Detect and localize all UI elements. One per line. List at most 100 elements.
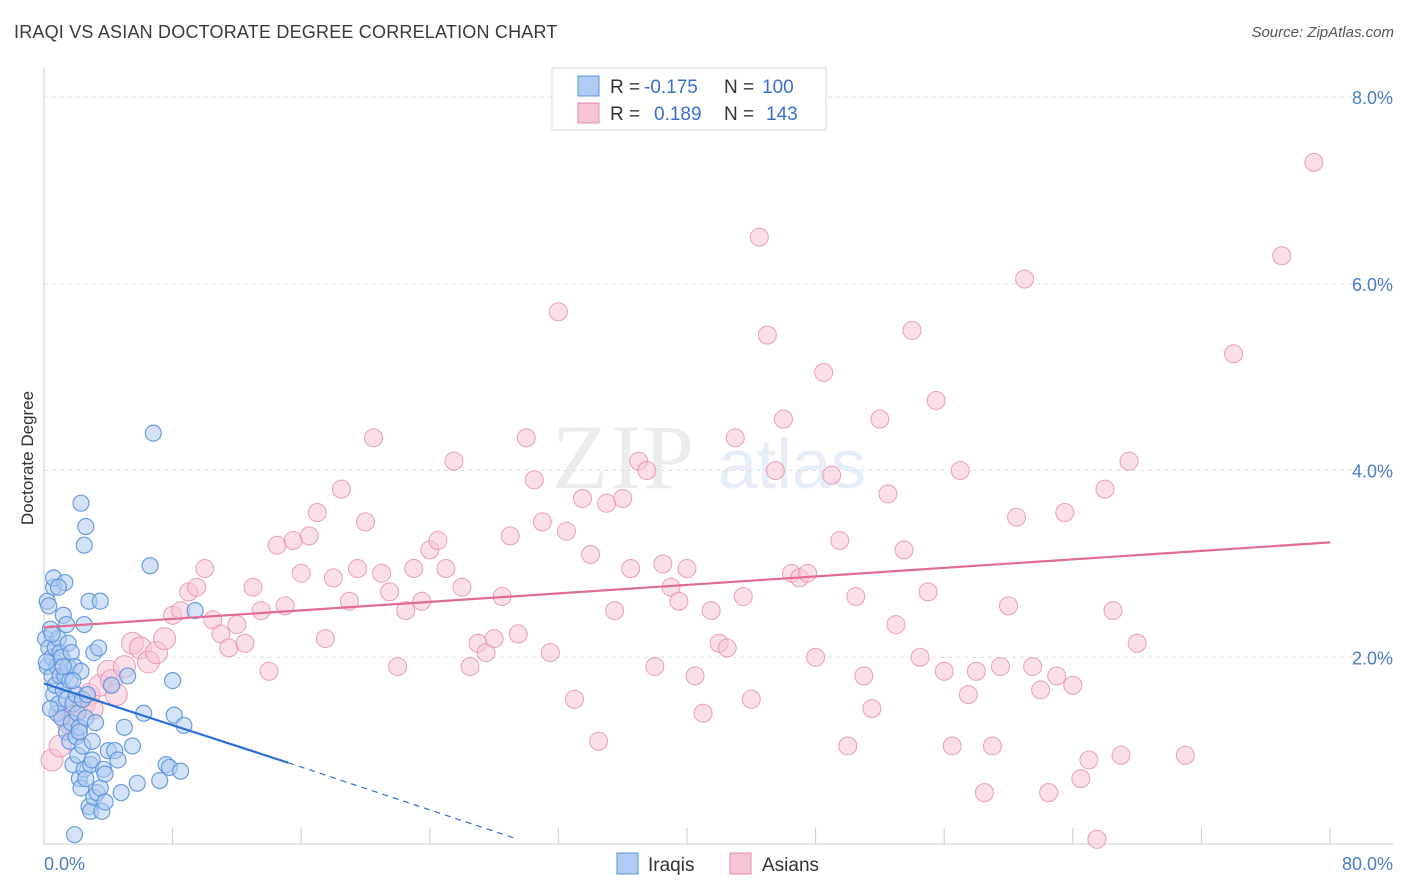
asians-point bbox=[1055, 503, 1075, 523]
iraqis-point bbox=[40, 597, 58, 615]
iraqis-trend-extension bbox=[288, 762, 519, 840]
iraqis-point bbox=[112, 784, 130, 802]
asians-point bbox=[1095, 479, 1115, 499]
iraqis-point bbox=[62, 643, 80, 662]
asians-point bbox=[524, 470, 544, 490]
legend-asians-swatch bbox=[729, 852, 752, 875]
iraqis-point bbox=[118, 667, 137, 685]
iraqis-point bbox=[128, 774, 146, 792]
asians-point bbox=[1063, 675, 1083, 695]
iraqis-point bbox=[96, 765, 114, 783]
y-axis-label: Doctorate Degree bbox=[18, 391, 37, 525]
legend-iraqis-label: Iraqis bbox=[648, 855, 694, 876]
asians-point bbox=[1039, 783, 1059, 803]
asians-points bbox=[40, 152, 1324, 849]
asians-point bbox=[798, 563, 818, 583]
asians-point bbox=[243, 577, 263, 597]
asians-point bbox=[1224, 344, 1244, 364]
asians-point bbox=[645, 657, 665, 677]
asians-swatch bbox=[577, 102, 600, 124]
asians-point bbox=[219, 638, 239, 658]
legend-r-label-iraqis: R = bbox=[610, 77, 640, 98]
asians-point bbox=[307, 503, 327, 523]
asians-point bbox=[380, 582, 400, 602]
watermark: ZIP atlas bbox=[552, 406, 866, 508]
y-tick-label-0: 2.0% bbox=[1352, 648, 1393, 668]
asians-point bbox=[934, 661, 954, 681]
asians-point bbox=[870, 409, 890, 429]
asians-point bbox=[195, 559, 215, 579]
x-tick-label-max: 80.0% bbox=[1342, 854, 1393, 874]
asians-point bbox=[621, 559, 641, 579]
asians-point bbox=[548, 302, 568, 322]
asians-point bbox=[556, 521, 576, 541]
asians-point bbox=[605, 601, 625, 621]
asians-point bbox=[323, 568, 343, 588]
asians-point bbox=[1031, 680, 1051, 700]
asians-point bbox=[1103, 601, 1123, 621]
asians-point bbox=[581, 545, 601, 565]
asians-point bbox=[765, 461, 785, 480]
asians-point bbox=[950, 461, 970, 480]
iraqis-point bbox=[115, 718, 133, 736]
x-tick-label-min: 0.0% bbox=[44, 854, 85, 874]
iraqis-point bbox=[151, 771, 169, 790]
asians-point bbox=[460, 657, 480, 677]
asians-point bbox=[227, 615, 247, 635]
asians-point bbox=[838, 736, 858, 756]
asians-point bbox=[347, 559, 367, 579]
asians-point bbox=[235, 633, 255, 653]
iraqis-point bbox=[65, 826, 84, 844]
asians-point bbox=[806, 647, 826, 667]
iraqis-point bbox=[72, 494, 90, 512]
asians-point bbox=[982, 736, 1002, 756]
iraqis-point bbox=[102, 676, 121, 694]
asians-point bbox=[974, 783, 994, 803]
asians-point bbox=[1127, 633, 1147, 653]
iraqis-point bbox=[49, 578, 68, 596]
asians-point bbox=[1272, 246, 1292, 266]
iraqis-point bbox=[90, 639, 108, 657]
asians-point bbox=[846, 587, 866, 607]
iraqis-point bbox=[37, 653, 56, 671]
asians-point bbox=[444, 451, 464, 471]
asians-point bbox=[283, 531, 303, 551]
asians-point bbox=[573, 489, 593, 509]
asians-point bbox=[1071, 769, 1091, 789]
asians-point bbox=[613, 489, 633, 509]
asians-point bbox=[508, 624, 528, 644]
iraqis-swatch bbox=[577, 75, 600, 97]
asians-point bbox=[259, 661, 279, 681]
asians-point bbox=[918, 582, 938, 602]
asians-point bbox=[1119, 451, 1139, 471]
iraqis-point bbox=[41, 700, 60, 718]
asians-point bbox=[822, 465, 842, 485]
asians-point bbox=[532, 512, 552, 532]
asians-point bbox=[1111, 745, 1131, 765]
asians-point bbox=[315, 629, 335, 649]
asians-point bbox=[701, 601, 721, 621]
asians-point bbox=[589, 731, 609, 751]
asians-point bbox=[356, 512, 375, 532]
asians-point bbox=[339, 591, 359, 611]
asians-point bbox=[364, 428, 384, 448]
grid-lines bbox=[44, 96, 1393, 658]
asians-point bbox=[516, 428, 536, 448]
iraqis-point bbox=[186, 601, 204, 620]
asians-point bbox=[717, 638, 737, 658]
legend-n-asians: 143 bbox=[766, 104, 798, 125]
asians-point bbox=[773, 409, 793, 429]
legend-iraqis-swatch bbox=[616, 852, 639, 875]
asians-point bbox=[958, 685, 978, 705]
asians-point bbox=[725, 428, 745, 448]
iraqis-point bbox=[91, 592, 109, 610]
asians-point bbox=[830, 531, 850, 551]
iraqis-point bbox=[86, 714, 105, 732]
asians-point bbox=[1079, 750, 1099, 770]
asians-point bbox=[693, 703, 713, 723]
asians-point bbox=[966, 661, 986, 681]
asians-point bbox=[428, 531, 448, 551]
asians-point bbox=[564, 689, 584, 709]
legend-n-iraqis: 100 bbox=[762, 77, 794, 98]
